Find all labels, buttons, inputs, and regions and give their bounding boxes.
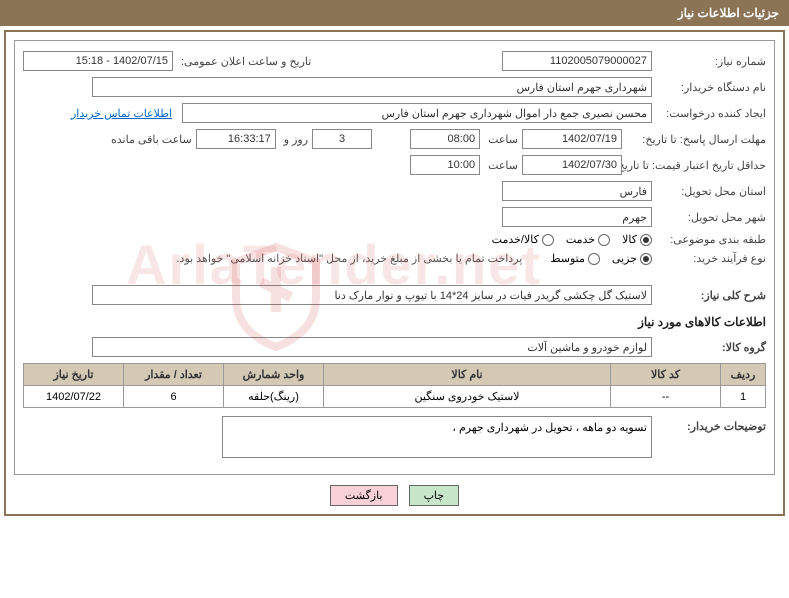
remaining-label: ساعت باقی مانده — [107, 133, 192, 146]
print-button[interactable]: چاپ — [409, 485, 460, 506]
row-need-number: شماره نیاز: 1102005079000027 تاریخ و ساع… — [23, 51, 766, 71]
row-summary: شرح کلی نیاز: لاستیک گل چکشی گریدر فیات … — [23, 285, 766, 305]
td-qty: 6 — [124, 386, 224, 408]
radio-both[interactable]: کالا/خدمت — [492, 233, 554, 246]
page-title: جزئیات اطلاعات نیاز — [678, 6, 779, 20]
response-time-field: 08:00 — [410, 129, 480, 149]
table-header-row: ردیف کد کالا نام کالا واحد شمارش تعداد /… — [24, 364, 766, 386]
td-name: لاستیک خودروی سنگین — [324, 386, 611, 408]
td-row: 1 — [721, 386, 766, 408]
th-row: ردیف — [721, 364, 766, 386]
outer-frame: ArlaTender.net شماره نیاز: 1102005079000… — [4, 30, 785, 516]
button-row: چاپ بازگشت — [14, 485, 775, 506]
need-no-label: شماره نیاز: — [656, 55, 766, 68]
goods-table: ردیف کد کالا نام کالا واحد شمارش تعداد /… — [23, 363, 766, 408]
buyer-notes-field: تسویه دو ماهه ، تحویل در شهرداری جهرم ، — [222, 416, 652, 458]
radio-service-circle — [598, 234, 610, 246]
province-field: فارس — [502, 181, 652, 201]
goods-group-label: گروه کالا: — [656, 341, 766, 354]
buyer-org-label: نام دستگاه خریدار: — [656, 81, 766, 94]
td-date: 1402/07/22 — [24, 386, 124, 408]
city-field: جهرم — [502, 207, 652, 227]
response-date-field: 1402/07/19 — [522, 129, 622, 149]
buyer-notes-label: توضیحات خریدار: — [656, 416, 766, 433]
radio-partial[interactable]: جزیی — [612, 252, 652, 265]
time-label-2: ساعت — [484, 159, 518, 172]
th-name: نام کالا — [324, 364, 611, 386]
time-label-1: ساعت — [484, 133, 518, 146]
th-unit: واحد شمارش — [224, 364, 324, 386]
contact-link[interactable]: اطلاعات تماس خریدار — [71, 107, 172, 120]
th-qty: تعداد / مقدار — [124, 364, 224, 386]
page-header: جزئیات اطلاعات نیاز — [0, 0, 789, 26]
radio-service[interactable]: خدمت — [566, 233, 610, 246]
th-date: تاریخ نیاز — [24, 364, 124, 386]
radio-partial-label: جزیی — [612, 252, 637, 265]
validity-label: حداقل تاریخ اعتبار قیمت: تا تاریخ: — [626, 159, 766, 172]
goods-section-title: اطلاعات کالاهای مورد نیاز — [23, 315, 766, 329]
table-row: 1 -- لاستیک خودروی سنگین (رینگ)حلقه 6 14… — [24, 386, 766, 408]
row-city: شهر محل تحویل: جهرم — [23, 207, 766, 227]
row-goods-group: گروه کالا: لوازم خودرو و ماشین آلات — [23, 337, 766, 357]
announce-label: تاریخ و ساعت اعلان عمومی: — [177, 55, 311, 68]
goods-group-field: لوازم خودرو و ماشین آلات — [92, 337, 652, 357]
validity-date-field: 1402/07/30 — [522, 155, 622, 175]
announce-field: 1402/07/15 - 15:18 — [23, 51, 173, 71]
row-validity: حداقل تاریخ اعتبار قیمت: تا تاریخ: 1402/… — [23, 155, 766, 175]
radio-partial-circle — [640, 253, 652, 265]
radio-both-circle — [542, 234, 554, 246]
radio-goods-label: کالا — [622, 233, 637, 246]
radio-service-label: خدمت — [566, 233, 595, 246]
process-label: نوع فرآیند خرید: — [656, 252, 766, 265]
radio-both-label: کالا/خدمت — [492, 233, 539, 246]
and-label: روز و — [280, 133, 308, 146]
payment-note: پرداخت تمام یا بخشی از مبلغ خرید، از محل… — [177, 252, 523, 265]
row-response-deadline: مهلت ارسال پاسخ: تا تاریخ: 1402/07/19 سا… — [23, 129, 766, 149]
radio-medium-label: متوسط — [550, 252, 585, 265]
process-radio-group: جزیی متوسط — [550, 252, 652, 265]
row-province: استان محل تحویل: فارس — [23, 181, 766, 201]
radio-medium-circle — [588, 253, 600, 265]
td-code: -- — [611, 386, 721, 408]
back-button[interactable]: بازگشت — [330, 485, 398, 506]
radio-goods-circle — [640, 234, 652, 246]
row-category: طبقه بندی موضوعی: کالا خدمت کالا/خدمت — [23, 233, 766, 246]
days-remaining-field: 3 — [312, 129, 372, 149]
radio-goods[interactable]: کالا — [622, 233, 652, 246]
summary-label: شرح کلی نیاز: — [656, 289, 766, 302]
response-deadline-label: مهلت ارسال پاسخ: تا تاریخ: — [626, 133, 766, 146]
need-no-field: 1102005079000027 — [502, 51, 652, 71]
category-radio-group: کالا خدمت کالا/خدمت — [492, 233, 652, 246]
row-requester: ایجاد کننده درخواست: محسن نصیری جمع دار … — [23, 103, 766, 123]
city-label: شهر محل تحویل: — [656, 211, 766, 224]
requester-field: محسن نصیری جمع دار اموال شهرداری جهرم اس… — [182, 103, 652, 123]
countdown-field: 16:33:17 — [196, 129, 276, 149]
th-code: کد کالا — [611, 364, 721, 386]
validity-time-field: 10:00 — [410, 155, 480, 175]
requester-label: ایجاد کننده درخواست: — [656, 107, 766, 120]
summary-field: لاستیک گل چکشی گریدر فیات در سایز 24*14 … — [92, 285, 652, 305]
td-unit: (رینگ)حلقه — [224, 386, 324, 408]
row-buyer-org: نام دستگاه خریدار: شهرداری جهرم استان فا… — [23, 77, 766, 97]
buyer-org-field: شهرداری جهرم استان فارس — [92, 77, 652, 97]
category-label: طبقه بندی موضوعی: — [656, 233, 766, 246]
inner-frame: شماره نیاز: 1102005079000027 تاریخ و ساع… — [14, 40, 775, 475]
province-label: استان محل تحویل: — [656, 185, 766, 198]
radio-medium[interactable]: متوسط — [550, 252, 600, 265]
row-buyer-notes: توضیحات خریدار: تسویه دو ماهه ، تحویل در… — [23, 416, 766, 458]
row-process: نوع فرآیند خرید: جزیی متوسط پرداخت تمام … — [23, 252, 766, 265]
